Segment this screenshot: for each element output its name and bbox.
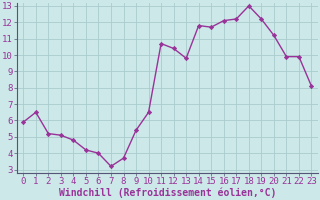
X-axis label: Windchill (Refroidissement éolien,°C): Windchill (Refroidissement éolien,°C) xyxy=(59,187,276,198)
